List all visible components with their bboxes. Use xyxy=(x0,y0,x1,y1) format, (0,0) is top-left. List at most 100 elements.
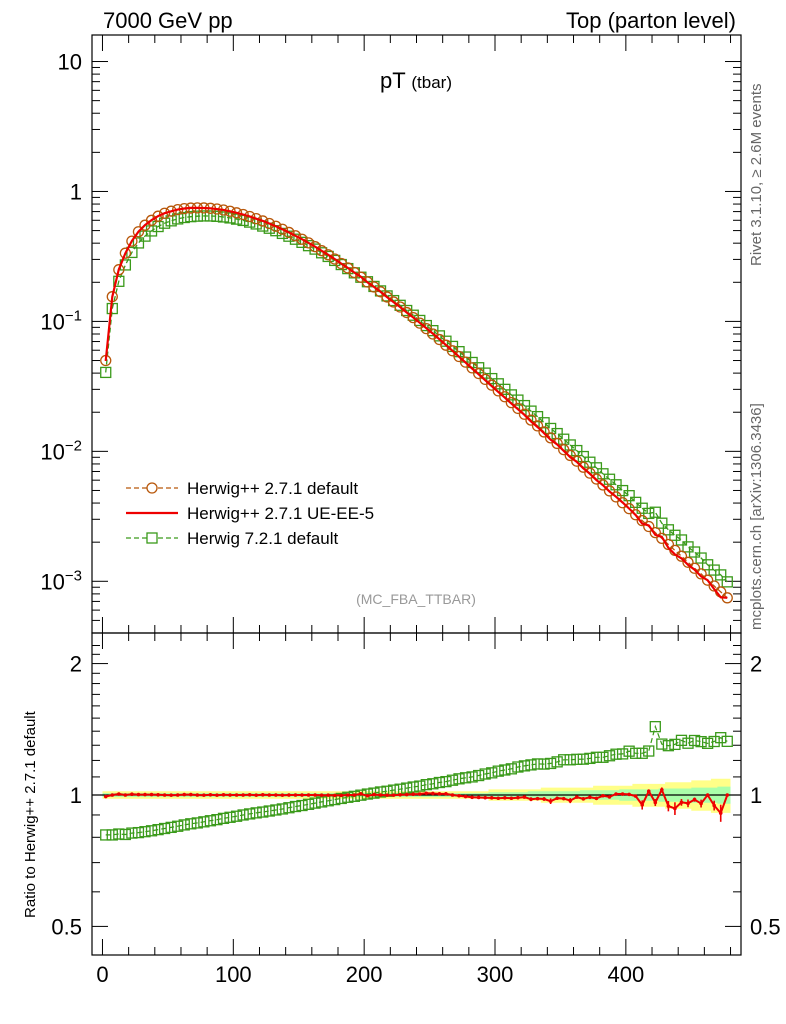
ratio-point-herwig721 xyxy=(531,758,544,770)
ratio-point-herwig721 xyxy=(283,802,295,814)
point-herwig721 xyxy=(185,211,197,223)
ratio-point-ue-ee5 xyxy=(522,795,527,799)
ratio-point-herwig721 xyxy=(139,826,151,838)
y-tick-label: 10 xyxy=(58,50,82,75)
point-herwigpp-default xyxy=(695,568,707,580)
point-herwigpp-default xyxy=(584,467,596,479)
ratio-point-herwig721 xyxy=(505,763,518,775)
ratio-point-ue-ee5 xyxy=(182,792,187,797)
point-herwigpp-default xyxy=(630,509,642,521)
ratio-point-herwig721 xyxy=(374,786,387,798)
point-herwigpp-default xyxy=(414,317,426,329)
ratio-point-herwig721 xyxy=(479,768,491,780)
point-herwig721 xyxy=(623,490,635,502)
ratio-point-herwig721 xyxy=(616,748,629,760)
ratio-point-ue-ee5 xyxy=(274,793,278,797)
point-herwigpp-default xyxy=(682,556,694,568)
ratio-y-tick-label: 2 xyxy=(70,652,82,677)
ratio-point-herwig721 xyxy=(335,792,347,805)
ratio-point-ue-ee5 xyxy=(175,793,180,797)
ratio-point-herwig721 xyxy=(145,825,158,837)
ratio-point-ue-ee5 xyxy=(725,793,730,797)
ratio-point-ue-ee5 xyxy=(352,793,357,797)
ratio-point-ue-ee5 xyxy=(136,792,141,797)
point-herwigpp-default xyxy=(276,223,289,235)
point-herwigpp-default xyxy=(302,237,315,249)
ratio-point-ue-ee5 xyxy=(633,794,638,798)
ratio-point-ue-ee5 xyxy=(280,793,285,797)
series-line-ue-ee5 xyxy=(104,206,728,599)
point-herwigpp-default xyxy=(119,247,132,259)
ratio-point-herwig721 xyxy=(276,803,289,815)
ratio-point-ue-ee5 xyxy=(614,792,618,796)
point-herwigpp-default xyxy=(453,350,465,363)
point-herwig721 xyxy=(688,546,701,558)
point-herwigpp-default xyxy=(446,345,459,357)
x-tick-label: 0 xyxy=(96,962,108,987)
point-herwigpp-default xyxy=(499,391,511,403)
point-herwigpp-default xyxy=(551,437,563,450)
ratio-point-ue-ee5 xyxy=(679,800,684,805)
point-herwigpp-default xyxy=(263,217,275,230)
ratio-point-ue-ee5 xyxy=(365,793,370,798)
ratio-point-ue-ee5 xyxy=(385,793,389,797)
ratio-point-ue-ee5 xyxy=(594,796,599,801)
ratio-point-ue-ee5 xyxy=(411,792,416,797)
legend-marker-herwigpp-default xyxy=(146,482,158,494)
ratio-point-herwig721 xyxy=(721,735,733,748)
ratio-point-herwig721 xyxy=(198,816,210,828)
point-herwig721 xyxy=(630,496,642,509)
ratio-point-herwig721 xyxy=(237,809,249,821)
legend-label: Herwig++ 2.7.1 UE-EE-5 xyxy=(187,504,374,523)
point-herwigpp-default xyxy=(237,208,249,221)
ratio-point-ue-ee5 xyxy=(646,789,651,794)
y-tick-label: 10−1 xyxy=(40,307,82,334)
point-herwigpp-default xyxy=(289,230,302,242)
ratio-point-herwig721 xyxy=(420,779,432,791)
ratio-point-ue-ee5 xyxy=(267,793,272,797)
ratio-point-herwig721 xyxy=(289,800,302,813)
ratio-point-ue-ee5 xyxy=(359,792,363,796)
chart-annotation: (MC_FBA_TTBAR) xyxy=(356,591,476,607)
point-herwigpp-default xyxy=(518,408,531,420)
point-herwigpp-default xyxy=(571,455,583,467)
point-herwigpp-default xyxy=(479,373,491,386)
ratio-y-tick-label-right: 0.5 xyxy=(750,914,781,939)
ratio-point-herwig721 xyxy=(427,778,439,790)
ratio-point-ue-ee5 xyxy=(417,792,422,796)
point-herwig721 xyxy=(132,237,145,249)
ratio-point-ue-ee5 xyxy=(627,792,631,797)
ratio-point-herwig721 xyxy=(113,828,125,840)
ratio-point-herwig721 xyxy=(250,807,262,819)
ratio-point-herwig721 xyxy=(577,753,589,765)
ratio-point-herwig721 xyxy=(178,819,190,831)
legend-label: Herwig 7.2.1 default xyxy=(187,529,338,548)
ratio-point-ue-ee5 xyxy=(561,796,566,801)
ratio-point-ue-ee5 xyxy=(692,797,697,802)
ratio-point-ue-ee5 xyxy=(686,801,690,806)
ratio-point-ue-ee5 xyxy=(195,793,200,797)
ratio-point-ue-ee5 xyxy=(450,793,455,797)
ratio-point-herwig721 xyxy=(518,760,531,772)
ratio-point-herwig721 xyxy=(132,826,145,839)
ratio-point-herwig721 xyxy=(446,774,459,786)
ratio-point-herwig721 xyxy=(610,748,622,760)
point-herwig721 xyxy=(113,275,125,287)
ratio-point-ue-ee5 xyxy=(581,797,586,801)
ratio-point-ue-ee5 xyxy=(306,793,311,797)
ratio-point-ue-ee5 xyxy=(241,793,245,797)
ratio-point-ue-ee5 xyxy=(228,793,232,797)
ratio-point-ue-ee5 xyxy=(424,791,429,796)
legend-marker-herwig721 xyxy=(146,532,158,544)
ratio-point-ue-ee5 xyxy=(143,792,147,797)
ratio-point-ue-ee5 xyxy=(398,793,402,797)
point-herwigpp-default xyxy=(126,235,138,247)
y-tick-label: 10−3 xyxy=(40,567,82,594)
point-herwig721 xyxy=(715,569,727,581)
ratio-point-herwig721 xyxy=(473,769,485,782)
legend-label: Herwig++ 2.7.1 default xyxy=(187,479,358,498)
point-herwigpp-default xyxy=(283,226,295,239)
ratio-point-herwig721 xyxy=(669,738,681,751)
point-herwigpp-default xyxy=(270,220,282,232)
